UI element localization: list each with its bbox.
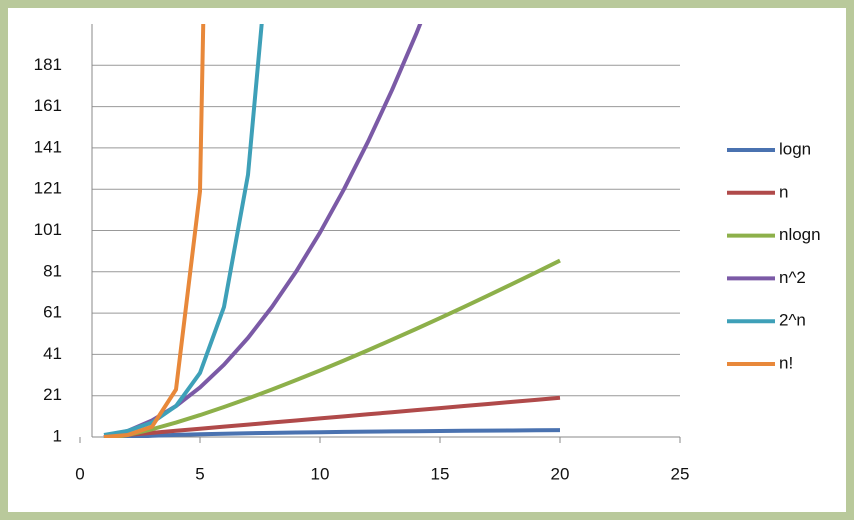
y-tick-label: 101 xyxy=(34,220,62,239)
legend-label: 2^n xyxy=(779,311,806,330)
line xyxy=(103,395,561,438)
y-tick-label: 141 xyxy=(34,137,62,156)
y-tick-label: 161 xyxy=(34,96,62,115)
legend-label: nlogn xyxy=(779,225,821,244)
line xyxy=(103,428,561,438)
y-tick-label: 181 xyxy=(34,55,62,74)
line xyxy=(103,24,264,437)
legend-label: n! xyxy=(779,353,793,372)
y-tick-label: 41 xyxy=(43,344,62,363)
x-tick-label: 15 xyxy=(431,464,450,483)
y-tick-label: 21 xyxy=(43,385,62,404)
x-tick-label: 10 xyxy=(311,464,330,483)
legend-label: n xyxy=(779,182,788,201)
legend-label: logn xyxy=(779,139,811,158)
y-tick-label: 1 xyxy=(53,426,62,445)
y-tick-label: 81 xyxy=(43,261,62,280)
line xyxy=(103,258,561,438)
x-tick-label: 25 xyxy=(671,464,690,483)
x-tick-label: 20 xyxy=(551,464,570,483)
legend-label: n^2 xyxy=(779,268,806,287)
y-tick-label: 121 xyxy=(34,179,62,198)
x-tick-label: 5 xyxy=(195,464,204,483)
y-tick-label: 61 xyxy=(43,303,62,322)
line xyxy=(103,24,206,438)
x-tick-label: 0 xyxy=(75,464,84,483)
